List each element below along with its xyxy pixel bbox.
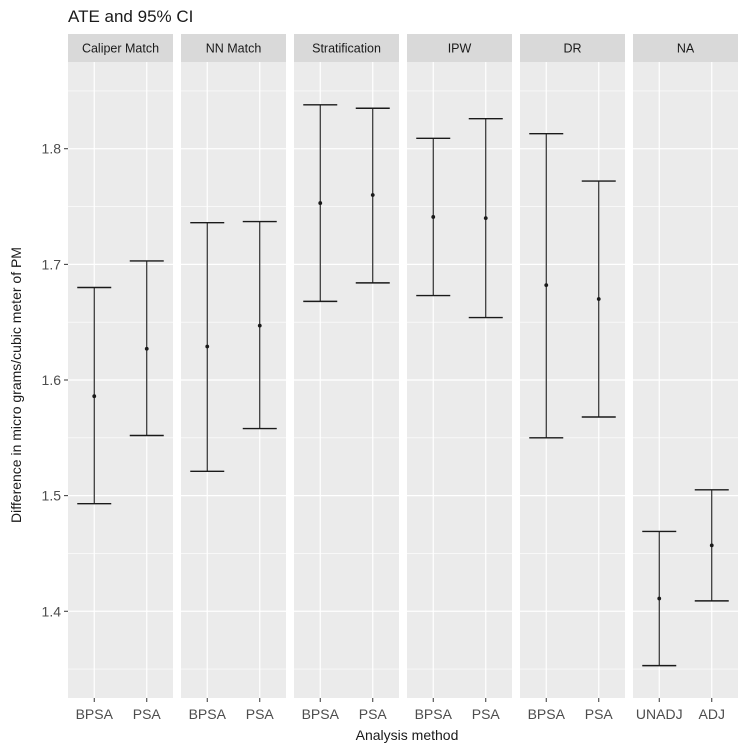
- x-tick-label: BPSA: [189, 706, 227, 722]
- facet-strip: [294, 34, 399, 62]
- facet-strip-label: NA: [677, 42, 695, 56]
- error-bar: [242, 220, 277, 430]
- error-bar: [642, 530, 677, 667]
- point-estimate: [431, 215, 436, 219]
- facet-strip: [633, 34, 738, 62]
- y-tick-label: 1.4: [42, 603, 62, 619]
- y-tick-label: 1.7: [42, 256, 62, 272]
- y-tick-label: 1.5: [42, 488, 62, 504]
- facet-strip-label: Stratification: [312, 42, 381, 56]
- x-tick-label: BPSA: [528, 706, 566, 722]
- point-estimate: [657, 596, 662, 601]
- point-estimate: [318, 201, 323, 205]
- error-bar: [468, 117, 503, 319]
- chart-title: ATE and 95% CI: [68, 7, 193, 26]
- x-axis-title: Analysis method: [356, 727, 459, 743]
- error-bar: [416, 137, 451, 297]
- point-estimate: [205, 344, 210, 349]
- point-estimate: [92, 394, 97, 399]
- facet-strip: [520, 34, 625, 62]
- facet-strip-label: Caliper Match: [82, 42, 159, 56]
- point-estimate: [709, 543, 714, 548]
- facet-strip-label: IPW: [448, 42, 472, 56]
- error-bar: [129, 260, 164, 437]
- facet-strip-label: NN Match: [206, 42, 262, 56]
- error-bar: [303, 104, 338, 303]
- y-axis: 1.4 1.5 1.6 1.7 1.8: [42, 141, 68, 619]
- x-tick-label: ADJ: [699, 706, 725, 722]
- y-axis-title: Difference in micro grams/cubic meter of…: [8, 247, 24, 523]
- x-tick-label: PSA: [585, 706, 614, 722]
- error-bar: [529, 132, 564, 439]
- facet-strip-label: DR: [563, 42, 581, 56]
- error-bar: [355, 107, 390, 284]
- point-estimate: [257, 323, 262, 328]
- point-estimate: [544, 283, 549, 288]
- point-estimate: [483, 216, 488, 221]
- facet-strip: [407, 34, 512, 62]
- error-bar: [581, 180, 616, 418]
- facet-strip: [181, 34, 286, 62]
- x-tick-label: UNADJ: [636, 706, 683, 722]
- y-tick-label: 1.6: [42, 372, 62, 388]
- facet-panel: DR BPSA PSA: [520, 34, 625, 722]
- x-tick-label: PSA: [246, 706, 275, 722]
- x-tick-label: BPSA: [76, 706, 114, 722]
- facet-panel: NN Match BPSA PSA: [181, 34, 286, 722]
- x-tick-label: PSA: [472, 706, 501, 722]
- y-tick-label: 1.8: [42, 141, 62, 157]
- x-tick-label: PSA: [359, 706, 388, 722]
- x-tick-label: BPSA: [302, 706, 340, 722]
- x-tick-label: PSA: [133, 706, 162, 722]
- facet-strip: [68, 34, 173, 62]
- point-estimate: [144, 346, 149, 351]
- error-bar: [694, 489, 729, 602]
- error-bar: [77, 286, 112, 505]
- facet-panel: IPW BPSA PSA: [407, 34, 512, 722]
- error-bar: [190, 222, 225, 473]
- facet-panel: Caliper Match BPSA PSA: [68, 34, 173, 722]
- point-estimate: [596, 297, 601, 301]
- x-tick-label: BPSA: [415, 706, 453, 722]
- facet-panel: NA UNADJ ADJ: [633, 34, 738, 722]
- point-estimate: [370, 193, 375, 197]
- facet-panel: Stratification BPSA PSA: [294, 34, 399, 722]
